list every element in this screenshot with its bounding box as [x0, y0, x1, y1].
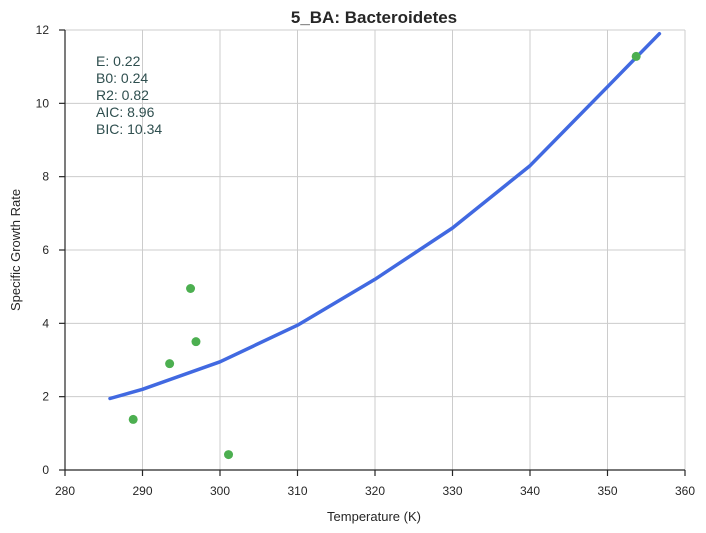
- y-tick-label: 4: [42, 316, 49, 330]
- x-tick-label: 340: [520, 484, 540, 498]
- chart-title: 5_BA: Bacteroidetes: [291, 8, 457, 27]
- x-axis-label: Temperature (K): [327, 509, 421, 524]
- x-tick-label: 320: [365, 484, 385, 498]
- stat-e: E: 0.22: [96, 53, 141, 69]
- stat-aic: AIC: 8.96: [96, 104, 155, 120]
- fit-curve-layer: [108, 31, 662, 401]
- data-point: [631, 51, 641, 61]
- stat-b0: B0: 0.24: [96, 70, 148, 86]
- stat-bic: BIC: 10.34: [96, 121, 162, 137]
- data-point: [128, 414, 138, 424]
- x-tick-label: 360: [675, 484, 695, 498]
- x-tick-label: 290: [132, 484, 152, 498]
- y-tick-label: 12: [36, 23, 50, 37]
- data-point: [165, 359, 175, 369]
- data-points: [128, 51, 641, 460]
- y-axis-ticks: 0 2 4 6 8 10 12: [36, 23, 65, 477]
- y-tick-label: 2: [42, 390, 49, 404]
- x-tick-label: 330: [442, 484, 462, 498]
- x-tick-label: 310: [287, 484, 307, 498]
- x-axis-ticks: 280 290 300 310 320 330 340 350 360: [55, 470, 695, 498]
- y-tick-label: 6: [42, 243, 49, 257]
- data-point: [224, 450, 234, 460]
- data-point: [191, 337, 201, 347]
- x-tick-label: 350: [597, 484, 617, 498]
- fit-curve: [108, 31, 662, 401]
- data-point: [186, 284, 196, 293]
- y-tick-label: 10: [36, 96, 50, 110]
- grid: [65, 29, 686, 470]
- stat-r2: R2: 0.82: [96, 87, 149, 103]
- stats-annotation: E: 0.22 B0: 0.24 R2: 0.82 AIC: 8.96 BIC:…: [96, 53, 162, 137]
- y-tick-label: 0: [42, 463, 49, 477]
- y-tick-label: 8: [42, 170, 49, 184]
- x-tick-label: 300: [210, 484, 230, 498]
- y-axis-label: Specific Growth Rate: [8, 189, 23, 311]
- x-tick-label: 280: [55, 484, 75, 498]
